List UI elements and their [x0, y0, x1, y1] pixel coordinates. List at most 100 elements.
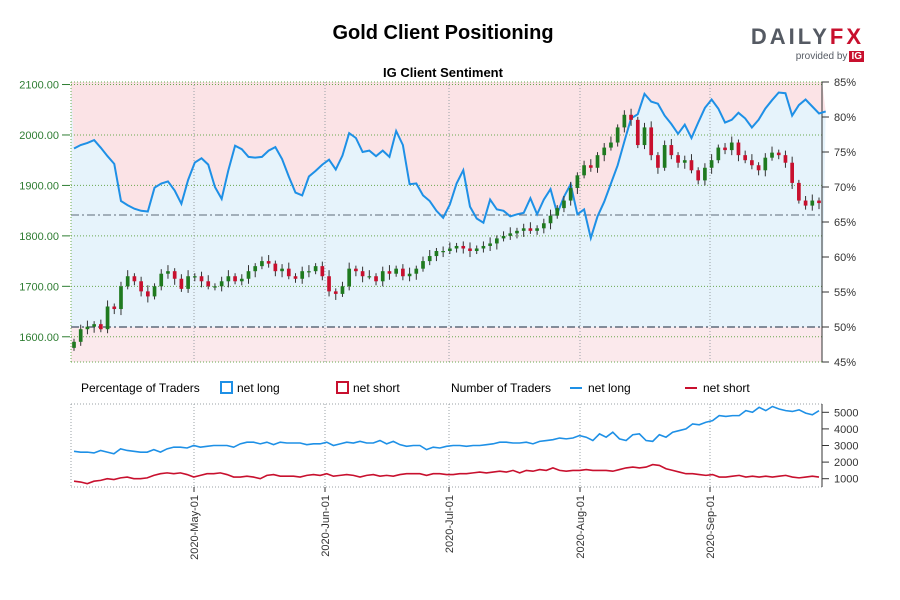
candle-body — [797, 182, 801, 201]
candle-body — [159, 273, 164, 287]
candle-body — [340, 286, 345, 294]
legend-num-net-long: net long — [570, 381, 631, 395]
candle-body — [172, 271, 177, 279]
candle-body — [803, 200, 808, 206]
candle-body — [481, 245, 486, 249]
candle-body — [273, 263, 278, 272]
candle-body — [696, 170, 701, 181]
candle-body — [474, 248, 479, 252]
candle-body — [736, 142, 741, 156]
logo-provided-by: provided by IG — [795, 51, 864, 62]
candle-body — [541, 223, 546, 229]
date-tick-label: 2020-May-01 — [189, 495, 201, 560]
count-tick-label: 3000 — [834, 441, 858, 453]
candle-body — [380, 271, 385, 282]
candle-body — [642, 127, 647, 146]
legend-percentage-title: Percentage of Traders — [81, 381, 200, 395]
price-tick-label: 1800.00 — [19, 231, 59, 243]
pct-tick-label: 75% — [834, 147, 856, 159]
pct-tick-label: 80% — [834, 112, 856, 124]
candle-body — [709, 160, 714, 168]
candle-body — [421, 261, 425, 269]
candle-body — [568, 187, 573, 201]
candle-body — [662, 145, 667, 168]
date-tick-label: 2020-Jul-01 — [444, 495, 456, 553]
below-sentiment-zone — [71, 92, 826, 327]
candle-body — [555, 208, 560, 216]
pct-tick-label: 45% — [834, 357, 856, 369]
candle-body — [548, 215, 553, 224]
candle-body — [622, 114, 627, 128]
candle-body — [488, 243, 492, 246]
candle-body — [246, 271, 251, 279]
candle-body — [783, 155, 788, 163]
net-short-zone — [71, 327, 822, 362]
candle-body — [582, 165, 586, 176]
candle-body — [199, 276, 204, 282]
candle-body — [629, 114, 633, 120]
candle-body — [743, 155, 748, 161]
candle-body — [770, 152, 774, 158]
pct-tick-label: 50% — [834, 322, 856, 334]
candle-body — [528, 228, 533, 231]
candle-body — [588, 165, 593, 168]
ig-badge: IG — [849, 51, 864, 62]
candle-body — [286, 268, 291, 277]
count-tick-label: 5000 — [834, 407, 858, 419]
candle-body — [307, 271, 311, 273]
candle-body — [750, 160, 754, 166]
candle-body — [401, 268, 405, 277]
candle-body — [387, 271, 392, 274]
candle-body — [219, 281, 224, 287]
price-tick-label: 1700.00 — [19, 281, 59, 293]
candle-body — [186, 276, 190, 289]
candle-body — [817, 200, 821, 204]
candle-body — [233, 276, 237, 282]
candle-body — [723, 147, 727, 151]
count-tick-label: 4000 — [834, 424, 858, 436]
net-long-sentiment-line — [73, 91, 827, 242]
candle-body — [78, 329, 83, 342]
net-long-count-line — [73, 405, 820, 455]
candle-body — [320, 266, 325, 277]
candle-body — [682, 160, 687, 163]
net-short-count-line — [73, 463, 820, 485]
date-tick-label: 2020-Jun-01 — [320, 495, 332, 557]
candle-body — [179, 278, 184, 289]
candle-body — [689, 160, 694, 171]
candle-body — [521, 228, 526, 231]
candle-body — [676, 155, 680, 163]
candle-body — [575, 175, 580, 188]
candle-body — [454, 245, 459, 249]
candle-body — [649, 127, 654, 156]
candle-body — [461, 245, 466, 249]
price-tick-label: 1600.00 — [19, 332, 59, 344]
candle-body — [139, 281, 143, 292]
candle-body — [99, 324, 103, 330]
candle-body — [92, 324, 96, 327]
candle-body — [166, 271, 170, 274]
pct-tick-label: 85% — [834, 77, 856, 89]
candle-body — [609, 142, 613, 148]
candle-body — [562, 200, 566, 209]
pct-tick-label: 70% — [834, 182, 856, 194]
candle-body — [427, 256, 432, 262]
candle-body — [448, 248, 452, 252]
candle-body — [226, 276, 231, 282]
candle-body — [192, 276, 197, 278]
count-tick-label: 2000 — [834, 457, 858, 469]
candle-body — [132, 276, 137, 282]
candle-body — [535, 228, 539, 231]
candle-body — [374, 276, 378, 282]
candle-body — [313, 266, 318, 272]
candle-body — [729, 142, 734, 151]
candle-body — [260, 261, 264, 267]
candle-body — [72, 341, 76, 348]
candle-body — [360, 271, 365, 277]
candle-body — [434, 251, 439, 257]
candle-body — [347, 268, 352, 287]
candle-body — [776, 152, 781, 156]
candle-body — [494, 238, 499, 244]
candle-body — [85, 326, 90, 330]
